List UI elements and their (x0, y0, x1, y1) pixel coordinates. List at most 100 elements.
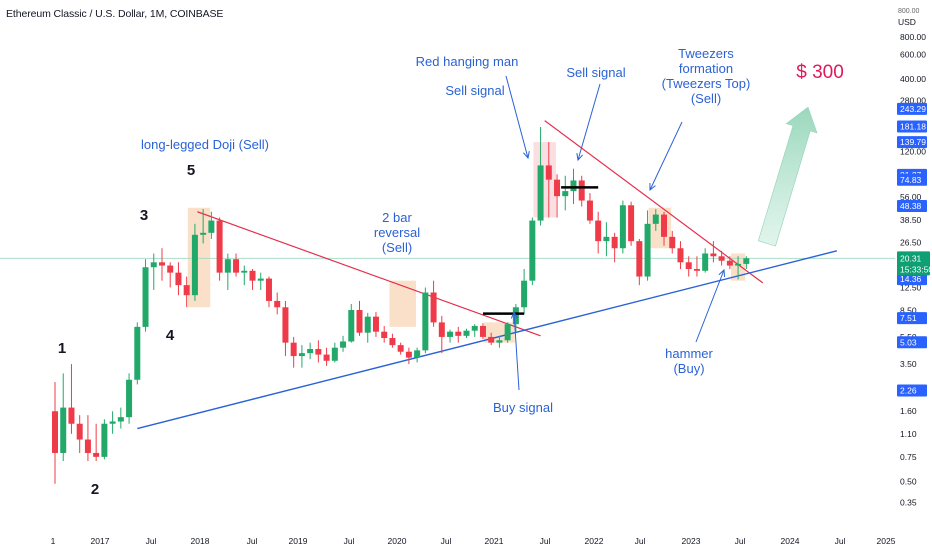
x-tick-label: Jul (247, 536, 258, 546)
candle-body (183, 285, 190, 296)
price-tag-label: 5.03 (900, 337, 917, 347)
wave-label-3: 3 (140, 207, 148, 224)
x-tick-label: Jul (441, 536, 452, 546)
highlight-box (389, 280, 417, 327)
candle-body (356, 310, 363, 333)
candle-body (257, 278, 264, 281)
candle-body (537, 165, 544, 221)
support-line (137, 250, 838, 430)
annotation-overlay: $ 300 1 2 3 4 5 long-legged Doji (Sell) 2 barre… (58, 46, 844, 498)
highlight-box (648, 207, 672, 249)
candle-body (438, 322, 445, 337)
candle-body (414, 350, 421, 358)
trend-lines (0, 120, 895, 430)
target-arrow (757, 106, 818, 247)
candle-body (644, 223, 651, 277)
currency-code: USD (898, 17, 916, 27)
candle-body (117, 417, 124, 422)
candle-body (718, 256, 725, 261)
y-tick-label: 0.35 (900, 498, 917, 508)
candle-body (529, 220, 536, 281)
x-tick-label: 2020 (388, 536, 407, 546)
candle-body (175, 272, 182, 286)
candle-body (60, 407, 67, 453)
y-tick-label: 400.00 (900, 74, 926, 84)
candle-body (504, 324, 511, 341)
price-tag (897, 102, 927, 115)
candle-body (570, 180, 577, 192)
candle-body (265, 278, 272, 301)
tweezers-label: (Tweezers Top) (662, 76, 751, 91)
sell-signal-pointer (577, 83, 601, 161)
price-tag (897, 384, 927, 397)
candle-body (397, 345, 404, 352)
wave-label-5: 5 (187, 162, 195, 179)
x-tick-label: 2024 (781, 536, 800, 546)
candle-body (554, 179, 561, 197)
x-tick-label: Jul (146, 536, 157, 546)
price-tag-label: 7.51 (900, 313, 917, 323)
sell-signal-label-1: Sell signal (445, 83, 504, 98)
candle-body (381, 331, 388, 339)
x-tick-label: 2018 (191, 536, 210, 546)
candle-body (76, 423, 83, 440)
two-bar-label: reversal (374, 225, 420, 240)
candle-body (101, 423, 108, 457)
candle-body (669, 236, 676, 249)
candle-body (562, 191, 569, 197)
candle-body (224, 259, 231, 273)
hanging-man-label: Red hanging man (416, 54, 519, 69)
y-tick-label: 56.00 (900, 192, 922, 202)
price-tag-label: 48.38 (900, 201, 922, 211)
candle-body (471, 325, 478, 331)
doji-label: long-legged Doji (Sell) (141, 137, 269, 152)
candle-body (290, 342, 297, 357)
candle-body (619, 205, 626, 249)
candle-body (636, 241, 643, 277)
hammer-pointer-head (718, 268, 726, 278)
candle-body (52, 411, 58, 453)
candle-body (158, 262, 165, 266)
candle-body (307, 348, 314, 354)
candle-body (652, 214, 659, 224)
x-tick-label: Jul (735, 536, 746, 546)
candle-body (372, 316, 379, 332)
x-tick-label: 2022 (585, 536, 604, 546)
candle-body (702, 253, 709, 271)
price-tag (897, 200, 927, 213)
highlight-box (187, 207, 211, 308)
candle-body (208, 220, 215, 233)
candle-series (52, 126, 750, 484)
candle-body (479, 325, 486, 337)
sell-signal-label-2: Sell signal (566, 65, 625, 80)
x-tick-label: 2019 (289, 536, 308, 546)
candle-body (578, 180, 585, 201)
tweezers-pointer (649, 121, 683, 191)
candle-body (150, 262, 157, 268)
hammer-pointer (695, 269, 725, 343)
tweezers-label: Tweezers (678, 46, 734, 61)
y-tick-label: 600.00 (900, 49, 926, 59)
y-tick-label: 8.50 (900, 306, 917, 316)
buy-signal-pointer-head (510, 310, 518, 319)
price-tag (897, 136, 927, 149)
candle-body (84, 439, 91, 453)
price-tag (897, 312, 927, 325)
candle-body (249, 270, 256, 281)
y-tick-label: 800.00 (900, 32, 926, 42)
y-tick-label: 26.50 (900, 237, 922, 247)
y-tick-label: 280.00 (900, 95, 926, 105)
x-tick-label: 2017 (91, 536, 110, 546)
tweezers-pointer-head (649, 182, 656, 192)
candle-body (348, 310, 355, 342)
x-axis: 1 2017 Jul 2018 Jul 2019 Jul 2020 Jul 2021 Jul 2022… (51, 536, 896, 546)
chart-title: Ethereum Classic / U.S. Dollar, 1M, COIN… (6, 8, 224, 20)
y-tick-label: 12.50 (900, 283, 922, 293)
y-tick-label: 3.50 (900, 359, 917, 369)
price-tag (897, 120, 927, 133)
candle-body (274, 300, 281, 308)
candle-body (693, 268, 700, 271)
candle-body (200, 232, 207, 235)
candle-body (430, 292, 437, 323)
